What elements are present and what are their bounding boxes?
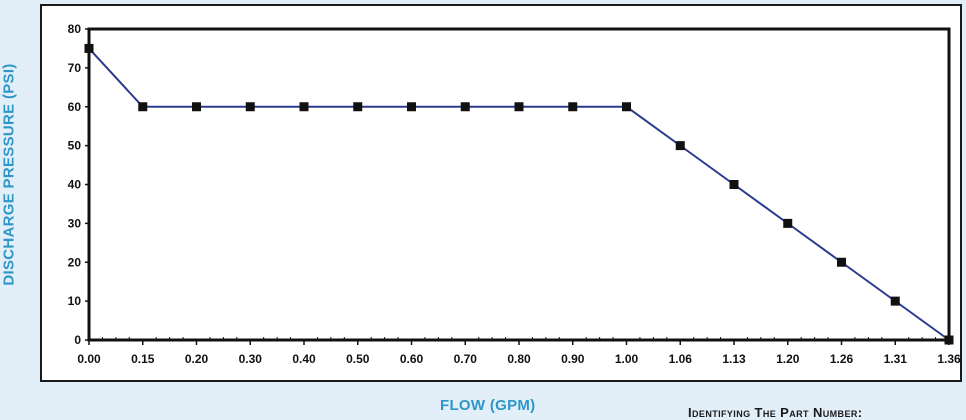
y-tick-label: 20 (68, 255, 82, 269)
series-line (88, 47, 950, 341)
data-point (568, 102, 578, 112)
data-point (837, 257, 846, 267)
data-point (944, 335, 954, 345)
y-tick-label: 60 (68, 100, 82, 114)
y-tick-label: 40 (68, 178, 82, 192)
x-tick-label: 0.20 (185, 352, 209, 366)
data-point (407, 102, 416, 112)
y-tick-label: 80 (68, 22, 82, 36)
data-point (783, 218, 793, 228)
x-tick-label: 1.31 (884, 352, 908, 366)
y-tick-label: 10 (68, 294, 82, 308)
y-tick-label: 0 (74, 333, 81, 347)
y-tick-label: 70 (68, 61, 82, 75)
y-tick-label: 30 (68, 216, 82, 230)
x-tick-label: 1.13 (722, 352, 746, 366)
x-tick-label: 0.70 (454, 352, 478, 366)
chart-plot: 0 10 20 30 40 50 60 70 80 0.00 0.15 0.20 0.30 0.40 0.5… (68, 22, 960, 366)
x-tick-label: 0.30 (239, 352, 263, 366)
x-tick-label: 1.20 (776, 352, 800, 366)
data-point (460, 102, 470, 112)
x-tick-label: 0.60 (400, 352, 424, 366)
x-tick-label: 1.06 (669, 352, 693, 366)
x-tick-label: 0.50 (346, 352, 370, 366)
x-tick-label: 1.00 (615, 352, 639, 366)
y-axis-label: DISCHARGE PRESSURE (PSI) (0, 63, 18, 286)
data-point (299, 102, 309, 112)
x-tick-label: 1.26 (830, 352, 854, 366)
chart-frame: 0 10 20 30 40 50 60 70 80 0.00 0.15 0.20 0.30 0.40 0.5… (40, 4, 962, 382)
data-point (514, 102, 524, 112)
y-tick-label: 50 (68, 139, 82, 153)
data-point (138, 102, 148, 112)
data-point (890, 296, 900, 306)
x-tick-label: 0.90 (561, 352, 585, 366)
data-point (353, 102, 363, 112)
x-tick-label: 0.40 (292, 352, 316, 366)
x-axis-label: FLOW (GPM) (440, 397, 536, 414)
data-point (84, 43, 94, 53)
part-number-heading: Identifying The Part Number: (688, 405, 863, 420)
x-tick-label: 0.80 (507, 352, 531, 366)
data-point (192, 102, 201, 112)
data-point (675, 141, 685, 151)
plot-border (87, 27, 951, 342)
data-point (622, 102, 631, 112)
data-point (245, 102, 255, 112)
x-tick-label: 0.00 (77, 352, 101, 366)
data-point (729, 180, 739, 189)
x-tick-label: 1.36 (937, 352, 960, 366)
x-tick-label: 0.15 (131, 352, 155, 366)
